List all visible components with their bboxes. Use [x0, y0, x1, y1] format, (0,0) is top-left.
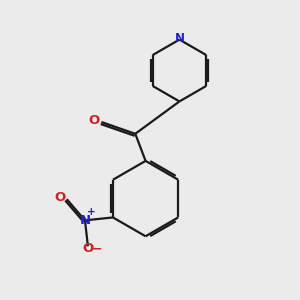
Text: −: −	[92, 243, 103, 256]
Text: N: N	[80, 214, 91, 227]
Text: O: O	[55, 191, 66, 204]
Text: O: O	[82, 242, 94, 255]
Text: O: O	[88, 114, 100, 127]
Text: +: +	[87, 207, 96, 217]
Text: N: N	[174, 32, 184, 45]
